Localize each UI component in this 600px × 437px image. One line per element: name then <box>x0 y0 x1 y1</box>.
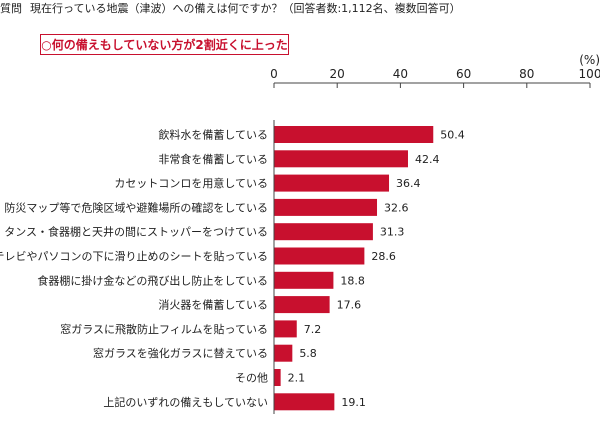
question-label: 質問 <box>0 2 22 15</box>
bar-6 <box>274 271 334 289</box>
callout-box: ○何の備えもしていない方が2割近くに上った <box>40 34 289 55</box>
bar-2 <box>274 174 390 192</box>
bar-9 <box>274 344 293 362</box>
category-label-1: 非常食を備蓄している <box>158 152 268 166</box>
category-label-5: テレビやパソコンの下に滑り止めのシートを貼っている <box>0 249 268 263</box>
category-label-4: タンス・食器棚と天井の間にストッパーをつけている <box>4 225 268 239</box>
category-label-2: カセットコンロを用意している <box>114 176 268 190</box>
x-axis-ticks: 0 20 40 60 80 100 <box>270 67 600 88</box>
tick-label-3: 60 <box>456 67 471 81</box>
category-label-8: 窓ガラスに飛散防止フィルムを貼っている <box>60 322 268 336</box>
bar-3 <box>274 198 378 216</box>
tick-label-1: 20 <box>330 67 345 81</box>
bar-1 <box>274 150 408 168</box>
category-label-6: 食器棚に掛け金などの飛び出し防止をしている <box>37 273 268 287</box>
value-label-10: 2.1 <box>288 372 306 385</box>
category-label-11: 上記のいずれの備えもしていない <box>103 395 268 409</box>
value-label-11: 19.1 <box>341 396 366 409</box>
value-label-3: 32.6 <box>384 201 409 214</box>
bar-5 <box>274 247 365 265</box>
category-label-10: その他 <box>235 372 268 385</box>
bar-10 <box>274 369 281 386</box>
value-label-0: 50.4 <box>440 129 465 142</box>
value-label-2: 36.4 <box>396 177 421 190</box>
bar-11 <box>274 393 335 411</box>
value-label-6: 18.8 <box>340 274 365 287</box>
question-header: 質問 現在行っている地震（津波）への備えは何ですか？（回答者数:1,112名、複数… <box>0 0 461 16</box>
value-label-4: 31.3 <box>380 226 405 239</box>
category-label-9: 窓ガラスを強化ガラスに替えている <box>93 346 268 360</box>
value-label-9: 5.8 <box>299 347 317 360</box>
tick-label-4: 80 <box>519 67 534 81</box>
bar-8 <box>274 320 297 338</box>
bar-7 <box>274 296 330 314</box>
bar-4 <box>274 223 373 241</box>
question-text: 現在行っている地震（津波）への備えは何ですか？（回答者数:1,112名、複数回答… <box>30 2 461 15</box>
bar-0 <box>274 126 434 143</box>
tick-label-0: 0 <box>270 67 278 81</box>
tick-label-5: 100 <box>579 67 600 81</box>
bars-group: 飲料水を備蓄している 50.4 非常食を備蓄している 42.4 カセットコンロを用意して… <box>0 126 465 411</box>
category-label-0: 飲料水を備蓄している <box>158 128 268 142</box>
unit-label: (%) <box>579 53 600 67</box>
value-label-1: 42.4 <box>415 153 440 166</box>
value-label-8: 7.2 <box>304 323 322 336</box>
value-label-7: 17.6 <box>337 299 362 312</box>
tick-label-2: 40 <box>393 67 408 81</box>
value-label-5: 28.6 <box>371 250 396 263</box>
category-label-3: 防災マップ等で危険区域や避難場所の確認をしている <box>4 200 268 214</box>
category-label-7: 消火器を備蓄している <box>158 298 268 312</box>
